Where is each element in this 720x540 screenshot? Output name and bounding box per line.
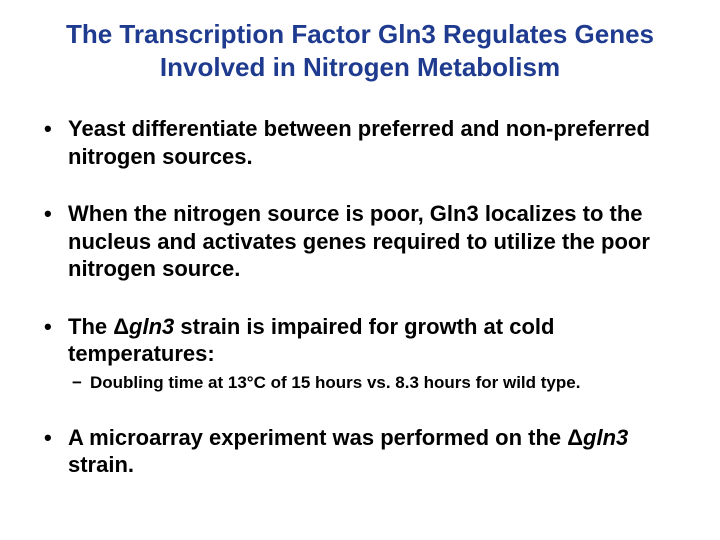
delta-symbol: Δ xyxy=(567,425,583,450)
sub-text: Doubling time at 13°C of 15 hours vs. 8.… xyxy=(90,373,580,392)
gene-name: gln3 xyxy=(129,314,174,339)
bullet-item: A microarray experiment was performed on… xyxy=(40,424,680,479)
gene-name: gln3 xyxy=(583,425,628,450)
bullet-item: When the nitrogen source is poor, Gln3 l… xyxy=(40,200,680,283)
slide: The Transcription Factor Gln3 Regulates … xyxy=(0,0,720,540)
bullet-item: Yeast differentiate between preferred an… xyxy=(40,115,680,170)
bullet-text-suffix: strain. xyxy=(68,452,134,477)
bullet-text: Yeast differentiate between preferred an… xyxy=(68,116,650,169)
bullet-text-prefix: The xyxy=(68,314,113,339)
bullet-text: When the nitrogen source is poor, Gln3 l… xyxy=(68,201,650,281)
bullet-item: The Δgln3 strain is impaired for growth … xyxy=(40,313,680,394)
sub-item: Doubling time at 13°C of 15 hours vs. 8.… xyxy=(68,372,680,394)
delta-symbol: Δ xyxy=(113,314,129,339)
bullet-text-prefix: A microarray experiment was performed on… xyxy=(68,425,567,450)
sub-list: Doubling time at 13°C of 15 hours vs. 8.… xyxy=(68,372,680,394)
slide-title: The Transcription Factor Gln3 Regulates … xyxy=(40,18,680,83)
bullet-list: Yeast differentiate between preferred an… xyxy=(40,115,680,479)
